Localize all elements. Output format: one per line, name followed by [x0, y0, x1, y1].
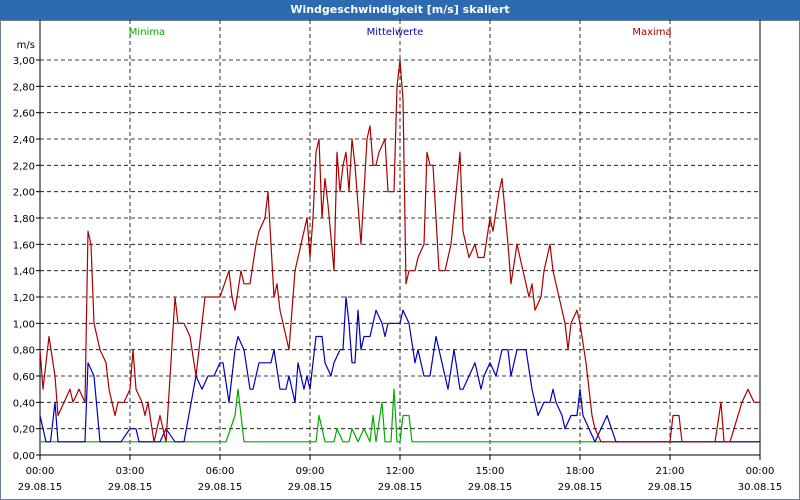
x-tick-label-date: 29.08.15 [288, 482, 333, 493]
series-line-maxima [39, 59, 760, 443]
y-tick-label: 2,40 [13, 135, 35, 146]
y-tick-label: 0,60 [13, 372, 35, 383]
x-tick-label-time: 00:00 [746, 466, 775, 477]
y-axis-label: m/s [17, 40, 35, 51]
y-tick-label: 1,80 [13, 214, 35, 225]
line-chart: 0,00 0,20 0,40 0,60 0,80 1,00 1,20 1,40 1,60 1,80… [0, 20, 800, 500]
y-tick-label: 2,00 [13, 188, 35, 199]
x-tick-label-date: 29.08.15 [468, 482, 513, 493]
x-tick-label-time: 18:00 [566, 466, 595, 477]
x-tick-label-date: 29.08.15 [18, 482, 63, 493]
y-tick-label: 3,00 [13, 56, 35, 67]
y-tick-label: 1,20 [13, 293, 35, 304]
y-tick-label: 0,20 [13, 425, 35, 436]
y-tick-label: 1,60 [13, 240, 35, 251]
y-tick-label: 2,60 [13, 109, 35, 120]
x-tick-label-time: 03:00 [116, 466, 145, 477]
legend-label: Mittelwerte [367, 27, 424, 38]
x-tick-label-time: 15:00 [476, 466, 505, 477]
x-tick-label-date: 29.08.15 [198, 482, 243, 493]
y-tick-label: 0,00 [13, 451, 35, 462]
x-tick-label-date: 30.08.15 [738, 482, 783, 493]
window-title: Windgeschwindigkeit [m/s] skaliert [0, 0, 800, 20]
x-tick-label-time: 12:00 [386, 466, 415, 477]
series-line-minima [40, 388, 760, 443]
y-tick-label: 2,20 [13, 161, 35, 172]
x-tick-label-time: 21:00 [656, 466, 685, 477]
y-tick-label: 0,40 [13, 398, 35, 409]
x-tick-label-time: 06:00 [206, 466, 235, 477]
legend-label: Minima [129, 27, 165, 38]
y-tick-label: 1,40 [13, 267, 35, 278]
x-tick-label-date: 29.08.15 [648, 482, 693, 493]
y-tick-label: 0,80 [13, 346, 35, 357]
x-tick-label-date: 29.08.15 [108, 482, 153, 493]
x-tick-label-date: 29.08.15 [378, 482, 423, 493]
x-tick-label-time: 09:00 [296, 466, 325, 477]
x-tick-label-date: 29.08.15 [558, 482, 603, 493]
legend-label: Maxima [632, 27, 671, 38]
x-tick-label-time: 00:00 [26, 466, 55, 477]
series-line-mittelwerte [39, 296, 760, 443]
grid [39, 20, 761, 456]
y-tick-label: 1,00 [13, 319, 35, 330]
y-tick-label: 2,80 [13, 82, 35, 93]
